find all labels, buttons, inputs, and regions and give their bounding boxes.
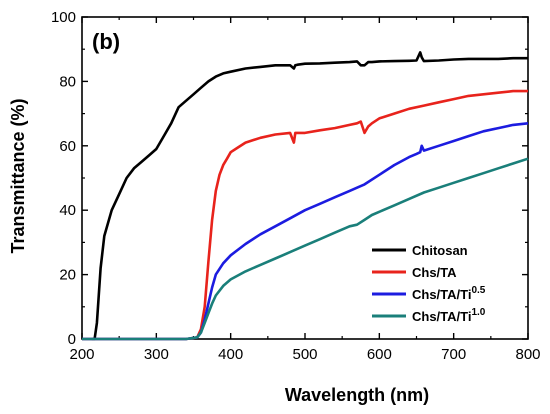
legend-label-4: Chs/TA/Ti1.0 xyxy=(412,307,486,324)
series-line-1 xyxy=(91,51,528,341)
axis-ticks: 200 300 400 500 600 700 800 0 20 40 60 80 100 xyxy=(51,9,541,363)
series-line-2 xyxy=(82,89,528,341)
x-tick-label: 800 xyxy=(515,346,540,363)
y-tick-label: 60 xyxy=(59,138,76,155)
x-tick-label: 300 xyxy=(144,346,169,363)
y-tick-label: 20 xyxy=(59,267,76,284)
legend: Chitosan Chs/TA Chs/TA/Ti0.5 Chs/TA/Ti1.0 xyxy=(372,243,486,324)
y-tick-label: 80 xyxy=(59,73,76,90)
legend-label-1: Chitosan xyxy=(412,243,468,258)
x-tick-label: 600 xyxy=(367,346,392,363)
legend-label-superscript: 1.0 xyxy=(471,307,485,318)
x-tick-label: 700 xyxy=(441,346,466,363)
y-tick-label: 40 xyxy=(59,202,76,219)
x-tick-label: 500 xyxy=(292,346,317,363)
y-tick-label: 100 xyxy=(51,9,76,26)
x-tick-label: 400 xyxy=(218,346,243,363)
y-axis-title: Transmittance (%) xyxy=(8,98,28,253)
series-line-4 xyxy=(82,157,529,341)
legend-label-3: Chs/TA/Ti0.5 xyxy=(412,285,486,302)
y-tick-label: 0 xyxy=(68,331,76,348)
series-lines xyxy=(82,51,529,341)
legend-label-superscript: 0.5 xyxy=(471,285,485,296)
panel-label: (b) xyxy=(92,29,120,54)
series-line-3 xyxy=(82,122,529,341)
x-tick-label: 200 xyxy=(69,346,94,363)
legend-label-2: Chs/TA xyxy=(412,265,457,280)
x-axis-title: Wavelength (nm) xyxy=(285,385,429,405)
